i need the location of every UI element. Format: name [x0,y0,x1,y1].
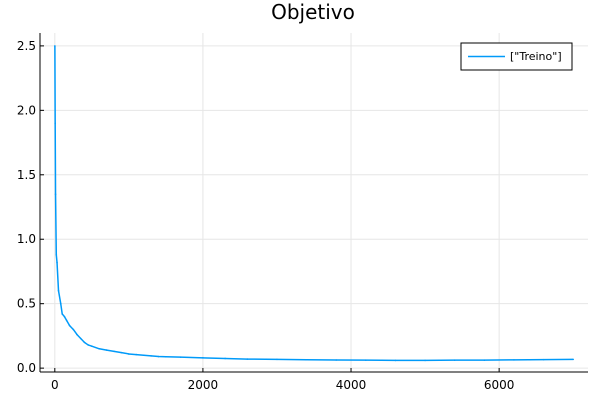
data-point [276,358,278,361]
series-line-treino [54,45,574,362]
data-point [128,353,130,355]
x-tick-label: 0 [51,378,59,392]
data-point [542,358,545,361]
data-point [224,357,226,360]
data-point [179,356,182,358]
grid-lines [40,33,588,372]
data-point [572,358,574,361]
data-point [76,333,78,336]
y-tick-label: 1.0 [17,232,36,246]
data-point [394,359,397,362]
data-point [135,353,138,356]
data-point [68,324,71,327]
x-tick-label: 2000 [188,378,219,392]
y-tick-label: 2.0 [17,103,36,117]
data-point [305,358,308,361]
y-tick-label: 1.5 [17,168,36,182]
data-point [150,355,152,357]
data-point [98,348,101,350]
data-point [165,355,167,358]
data-point [105,349,108,351]
data-point [56,261,58,264]
data-point [83,341,86,344]
y-tick-label: 2.5 [17,39,36,53]
data-point [246,358,249,360]
data-point [142,354,145,357]
legend: ["Treino"] [460,42,573,71]
data-point [63,315,66,318]
data-point [79,337,82,340]
data-point [54,45,56,47]
data-point [120,351,123,354]
data-point [157,355,160,358]
data-point [57,289,60,292]
x-tick-label: 4000 [336,378,367,392]
data-point [65,319,68,322]
data-point [513,359,515,361]
data-point [424,359,426,362]
data-point [61,313,64,315]
data-point [54,122,56,125]
data-point [54,193,57,195]
data-point [365,359,367,361]
series-lines [54,45,574,362]
axes [39,33,588,373]
data-point [113,350,115,353]
data-point [72,328,75,331]
data-point [59,302,62,305]
legend-label-treino: ["Treino"] [510,50,562,63]
y-tick-label: 0.5 [17,297,36,311]
data-point [453,359,456,361]
data-point [483,359,486,361]
y-tick-label: 0.0 [17,361,36,375]
tick-labels: 0 2000 4000 6000 0.0 0.5 1.0 1.5 2.0 2.5 [17,39,515,392]
data-point [91,345,93,348]
data-point [87,344,89,346]
data-point [335,359,338,361]
x-tick-label: 6000 [484,378,515,392]
data-point [55,253,58,256]
chart-title: Objetivo [271,0,355,24]
data-point [202,357,204,359]
